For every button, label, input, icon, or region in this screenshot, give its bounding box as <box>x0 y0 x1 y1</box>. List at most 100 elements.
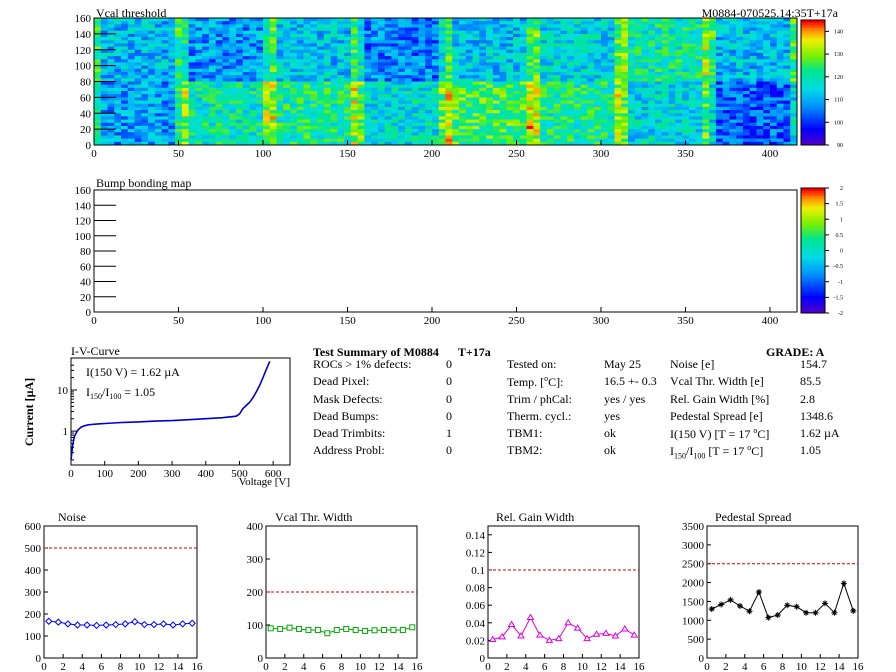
vcal-cell <box>127 18 135 22</box>
vcal-cell <box>202 125 210 130</box>
vcal-cell <box>486 84 494 89</box>
vcal-cell <box>317 91 325 95</box>
vcal-cell <box>594 116 602 120</box>
vcal-cell <box>276 68 284 73</box>
vcal-cell <box>438 21 446 25</box>
vcal-cell <box>100 138 108 143</box>
vcal-cell <box>229 103 237 108</box>
vcal-cell <box>648 113 656 117</box>
vcal-cell <box>121 24 129 28</box>
vcal-cell <box>736 81 744 85</box>
vcal-cell <box>513 106 521 111</box>
vcal-cell <box>134 56 142 60</box>
vcal-cell <box>391 65 399 70</box>
vcal-cell <box>431 106 440 111</box>
vcal-cell <box>736 37 744 41</box>
vcal-cell <box>141 132 149 136</box>
vcal-cell <box>377 138 385 143</box>
noise-point <box>73 621 82 629</box>
vcal-cell <box>114 113 122 117</box>
vcal-cell <box>134 75 142 79</box>
vcal-cell <box>195 59 203 63</box>
vcal-cell <box>715 78 723 82</box>
vcal-cell <box>769 91 778 95</box>
vcal-cell <box>526 135 534 139</box>
vcal-cell <box>769 87 778 92</box>
vcal-cell <box>154 62 162 66</box>
vcal-cell <box>546 116 554 120</box>
vcal-cell <box>614 91 622 95</box>
vcal-cell <box>269 71 277 76</box>
vcal-cell <box>337 56 345 60</box>
vcal-cell <box>661 135 669 139</box>
vcal-cell <box>134 49 142 54</box>
vcal-cell <box>350 33 358 38</box>
bump-colorbar-band <box>801 200 825 204</box>
vcal-cell <box>709 37 717 41</box>
vcal-cell <box>668 132 676 136</box>
vcal-cell <box>513 68 521 73</box>
vcal-cell <box>344 116 352 120</box>
vcal-cell <box>215 59 223 63</box>
vcal-cell <box>276 132 284 136</box>
vcal-cell <box>431 21 440 25</box>
vcal-cell <box>459 43 467 47</box>
vcal-cell <box>195 49 203 54</box>
vcal-cell <box>154 97 162 101</box>
vcal-cell <box>391 129 399 133</box>
vcal-cell <box>310 103 318 108</box>
vcal-cell <box>607 62 615 66</box>
right-label-text: Rel. Gain Width [%] <box>670 392 770 406</box>
vcal-cell <box>513 18 521 22</box>
vcal-cell <box>573 56 581 60</box>
vcal-cell <box>553 43 561 47</box>
vcal-cell <box>269 129 277 133</box>
noise-xtick-label: 12 <box>153 661 164 672</box>
vcal-cell <box>736 62 744 66</box>
vcal-cell <box>783 116 791 120</box>
vcal-cell <box>175 52 183 57</box>
vcal-cell <box>486 71 494 76</box>
vcal-cell <box>215 113 223 117</box>
vcal-cell <box>411 43 419 47</box>
vcal-cell <box>695 122 703 127</box>
vcal-cell <box>594 24 602 28</box>
vcal-cell <box>756 97 764 101</box>
vcal-cell <box>763 30 771 35</box>
gain-width-point <box>488 635 497 643</box>
vcal-cell <box>222 75 230 79</box>
vcal-cell <box>208 49 216 54</box>
vcal-cell <box>283 106 291 111</box>
vcal-cell <box>398 87 406 92</box>
vcal-cell <box>546 40 554 44</box>
vcal-cell <box>269 33 277 38</box>
vcal-cell <box>560 138 568 143</box>
vcal-cell <box>431 97 440 101</box>
vcal-cell <box>486 138 494 143</box>
vcal-cell <box>506 65 514 70</box>
vcal-cell <box>317 52 325 57</box>
vcal-cell <box>763 46 771 51</box>
vcal-cell <box>465 24 473 28</box>
vcal-cell <box>181 27 189 31</box>
vcal-cell <box>486 52 494 57</box>
vcal-cell <box>310 91 318 95</box>
vcal-cell <box>472 103 480 108</box>
vcal-cell <box>134 103 142 108</box>
vcal-cell <box>398 103 406 108</box>
vcal-cell <box>702 46 710 51</box>
vcal-cell <box>499 40 507 44</box>
vcal-cell <box>127 75 135 79</box>
vcal-cell <box>715 100 723 105</box>
vcal-cell <box>749 110 757 114</box>
vcal-cell <box>296 27 304 31</box>
vcal-cell <box>364 49 372 54</box>
vcal-cell <box>668 125 676 130</box>
vcal-cell <box>94 87 102 92</box>
vcal-cell <box>560 33 568 38</box>
vcal-cell <box>573 24 581 28</box>
vcal-cell <box>776 27 784 31</box>
vcal-cell <box>249 106 257 111</box>
vcal-cell <box>107 113 115 117</box>
vcal-cell <box>262 18 271 22</box>
